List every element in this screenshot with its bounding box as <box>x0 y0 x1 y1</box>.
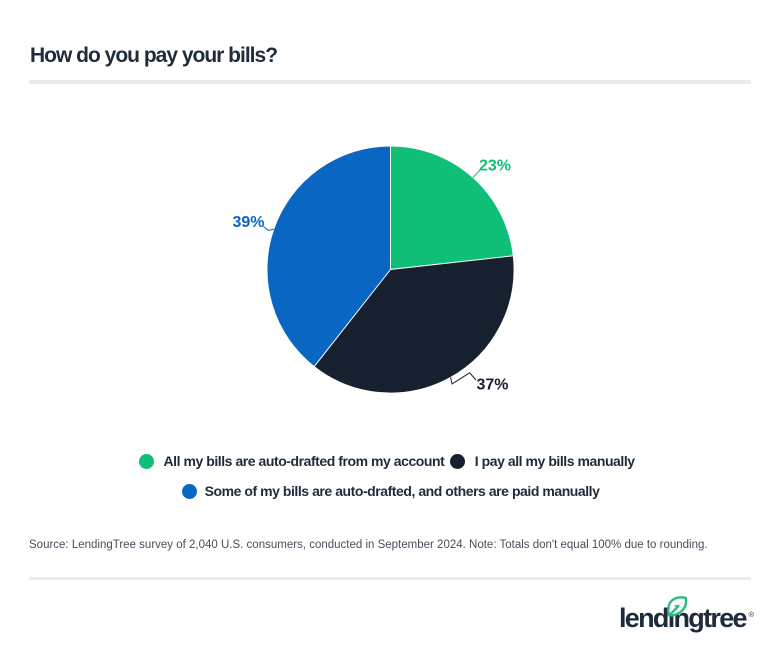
svg-text:37%: 37% <box>477 377 509 394</box>
svg-text:23%: 23% <box>479 158 511 175</box>
svg-text:39%: 39% <box>233 214 265 231</box>
